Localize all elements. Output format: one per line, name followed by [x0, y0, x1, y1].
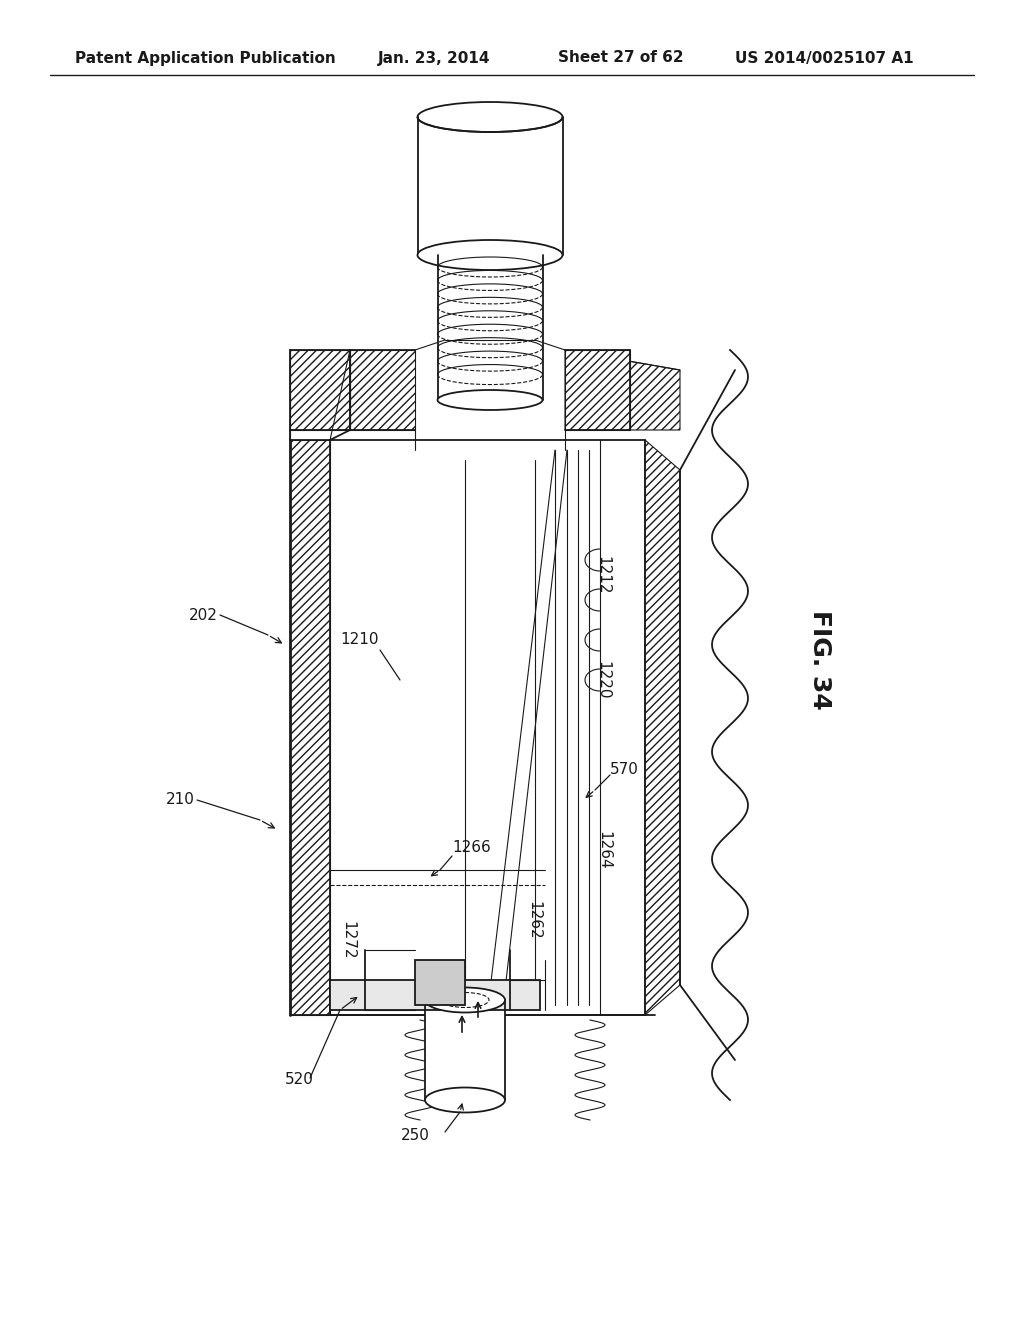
Text: 1264: 1264	[596, 830, 611, 870]
Text: FIG. 34: FIG. 34	[808, 610, 831, 710]
Text: Jan. 23, 2014: Jan. 23, 2014	[378, 50, 490, 66]
Polygon shape	[290, 440, 330, 1015]
Polygon shape	[418, 117, 562, 255]
Text: 1272: 1272	[340, 921, 355, 960]
Polygon shape	[330, 979, 540, 1010]
Ellipse shape	[418, 102, 562, 132]
Polygon shape	[425, 1001, 505, 1100]
Text: Sheet 27 of 62: Sheet 27 of 62	[558, 50, 684, 66]
Text: 202: 202	[189, 607, 218, 623]
Text: 210: 210	[166, 792, 195, 808]
Ellipse shape	[441, 993, 489, 1007]
Text: 1262: 1262	[526, 900, 541, 940]
Polygon shape	[350, 350, 415, 430]
Text: 1210: 1210	[340, 632, 379, 648]
Text: 520: 520	[285, 1072, 314, 1088]
Text: 1220: 1220	[595, 661, 610, 700]
Text: Patent Application Publication: Patent Application Publication	[75, 50, 336, 66]
Polygon shape	[290, 350, 350, 430]
Ellipse shape	[437, 389, 543, 411]
Text: US 2014/0025107 A1: US 2014/0025107 A1	[735, 50, 913, 66]
Polygon shape	[437, 255, 543, 400]
Text: 250: 250	[400, 1127, 429, 1143]
Text: 1266: 1266	[452, 841, 490, 855]
Text: 570: 570	[610, 763, 639, 777]
Ellipse shape	[425, 1088, 505, 1113]
Ellipse shape	[425, 987, 505, 1012]
Ellipse shape	[418, 240, 562, 271]
Polygon shape	[565, 350, 630, 430]
Polygon shape	[415, 960, 465, 1005]
Polygon shape	[645, 440, 680, 1015]
Text: 1212: 1212	[595, 556, 610, 594]
Polygon shape	[565, 350, 680, 430]
